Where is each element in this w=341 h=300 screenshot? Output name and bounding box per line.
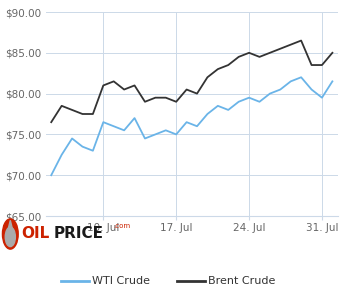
- Text: PRICE: PRICE: [54, 226, 103, 242]
- Text: Brent Crude: Brent Crude: [208, 275, 276, 286]
- Circle shape: [2, 219, 18, 249]
- Circle shape: [5, 227, 15, 247]
- Text: WTI Crude: WTI Crude: [92, 275, 150, 286]
- Text: OIL: OIL: [21, 226, 50, 242]
- Text: .com: .com: [114, 223, 131, 229]
- Polygon shape: [7, 220, 14, 233]
